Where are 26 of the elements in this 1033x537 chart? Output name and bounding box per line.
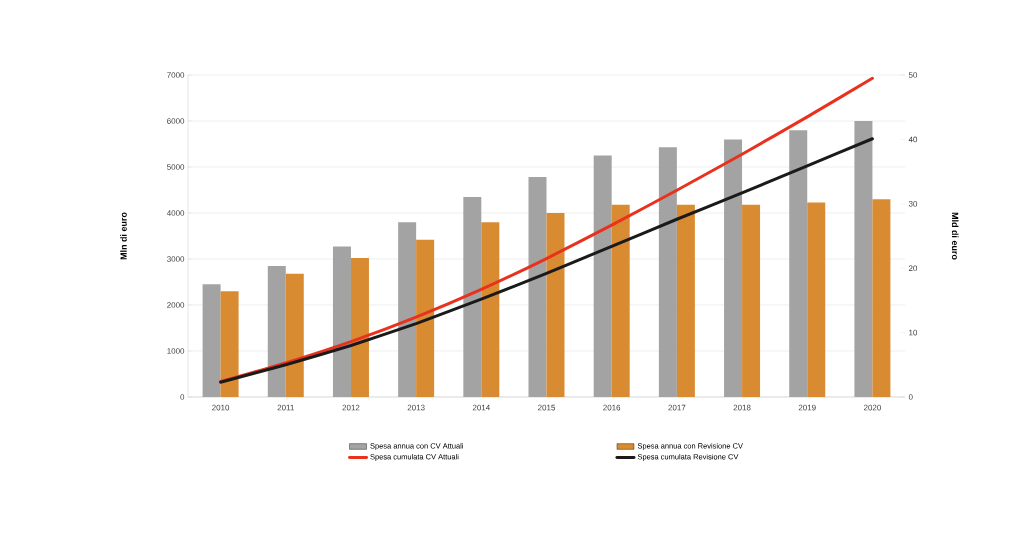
y-axis-title: Mln di euro xyxy=(120,212,127,260)
bar xyxy=(202,284,221,397)
bar xyxy=(267,265,286,397)
bar xyxy=(593,155,612,397)
bar xyxy=(676,204,695,397)
line-series xyxy=(219,76,874,384)
bar xyxy=(481,222,500,397)
bar xyxy=(789,130,808,397)
bar xyxy=(724,139,743,397)
y2-axis-title: Mld di euro xyxy=(951,212,959,260)
line-series xyxy=(219,137,874,384)
bar xyxy=(546,213,565,397)
bar xyxy=(611,204,630,397)
bar xyxy=(350,258,369,397)
bar xyxy=(220,291,239,397)
bar xyxy=(463,196,482,397)
bar xyxy=(807,202,826,397)
bar xyxy=(332,246,351,397)
bar xyxy=(285,273,304,397)
bar xyxy=(398,222,417,397)
bar xyxy=(658,147,677,397)
bar xyxy=(416,239,435,397)
bar xyxy=(872,199,891,397)
bar xyxy=(854,121,873,397)
bar xyxy=(528,177,547,397)
bar xyxy=(742,204,761,397)
